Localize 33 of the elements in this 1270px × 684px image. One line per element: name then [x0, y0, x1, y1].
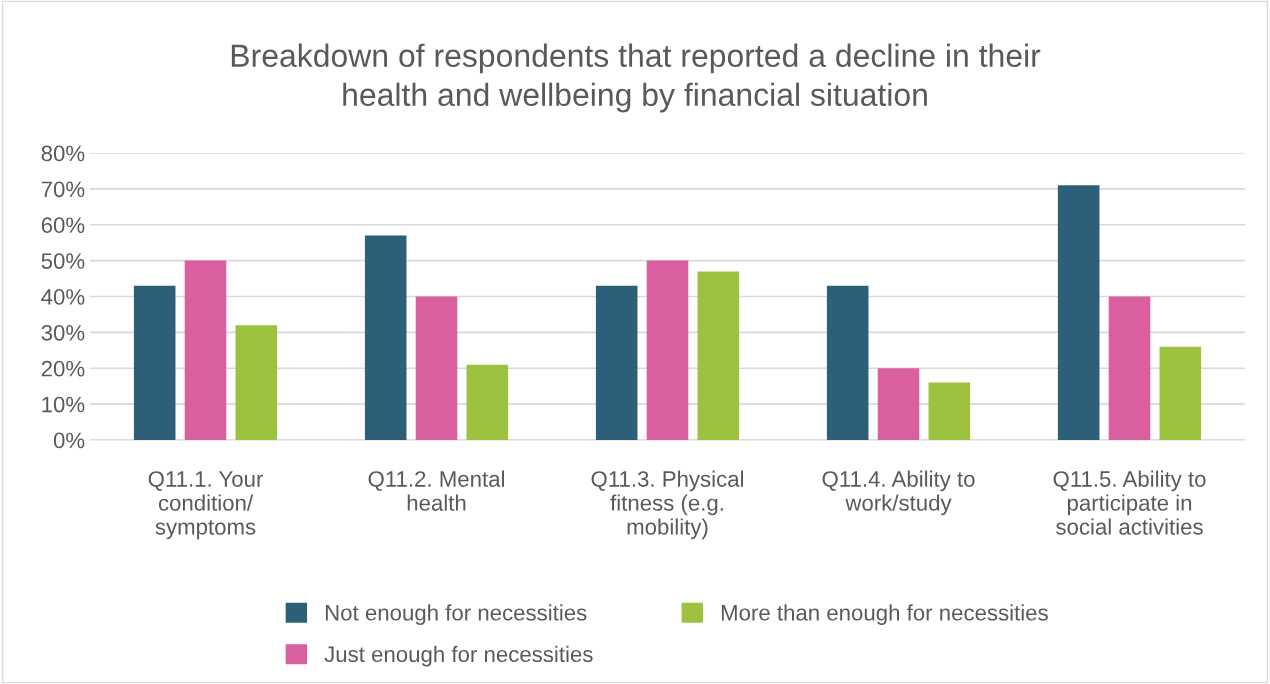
bar [928, 382, 971, 440]
bar [133, 285, 176, 440]
legend-label: More than enough for necessities [721, 604, 1048, 625]
chart-title: Breakdown of respondents that reported a decline in their health and wellbeing by financial situation [231, 43, 1041, 113]
bar [1159, 346, 1202, 440]
y-tick-label: 20% [41, 360, 85, 377]
bar [826, 285, 869, 440]
y-tick-label: 40% [41, 289, 85, 305]
bar [595, 285, 638, 440]
legend-label: Not enough for necessities [325, 604, 587, 625]
bar [697, 271, 740, 440]
bar [184, 260, 227, 440]
bar [1057, 185, 1100, 440]
x-tick-label: Q11.4. Ability to work/study [822, 470, 975, 516]
bar [466, 364, 509, 440]
y-tick-label: 70% [41, 181, 85, 198]
bar [235, 325, 278, 440]
bar [877, 368, 920, 440]
x-tick-label: Q11.1. Your condition/ symptoms [148, 471, 264, 540]
y-tick-label: 0% [53, 432, 85, 449]
bar [415, 296, 458, 440]
bar [1108, 296, 1151, 440]
bar [364, 235, 407, 440]
x-tick-label: Q11.3. Physical fitness (e.g. mobility) [591, 470, 744, 540]
y-tick-label: 60% [41, 217, 85, 234]
y-tick-label: 80% [41, 145, 85, 162]
y-tick-label: 50% [41, 253, 85, 269]
y-tick-label: 30% [41, 324, 85, 341]
x-tick-label: Q11.5. Ability to participate in social activities [1053, 470, 1206, 535]
bar [646, 260, 689, 440]
x-tick-label: Q11.2. Mental health [368, 470, 504, 511]
legend-label: Just enough for necessities [324, 645, 593, 667]
y-tick-label: 10% [42, 396, 85, 413]
